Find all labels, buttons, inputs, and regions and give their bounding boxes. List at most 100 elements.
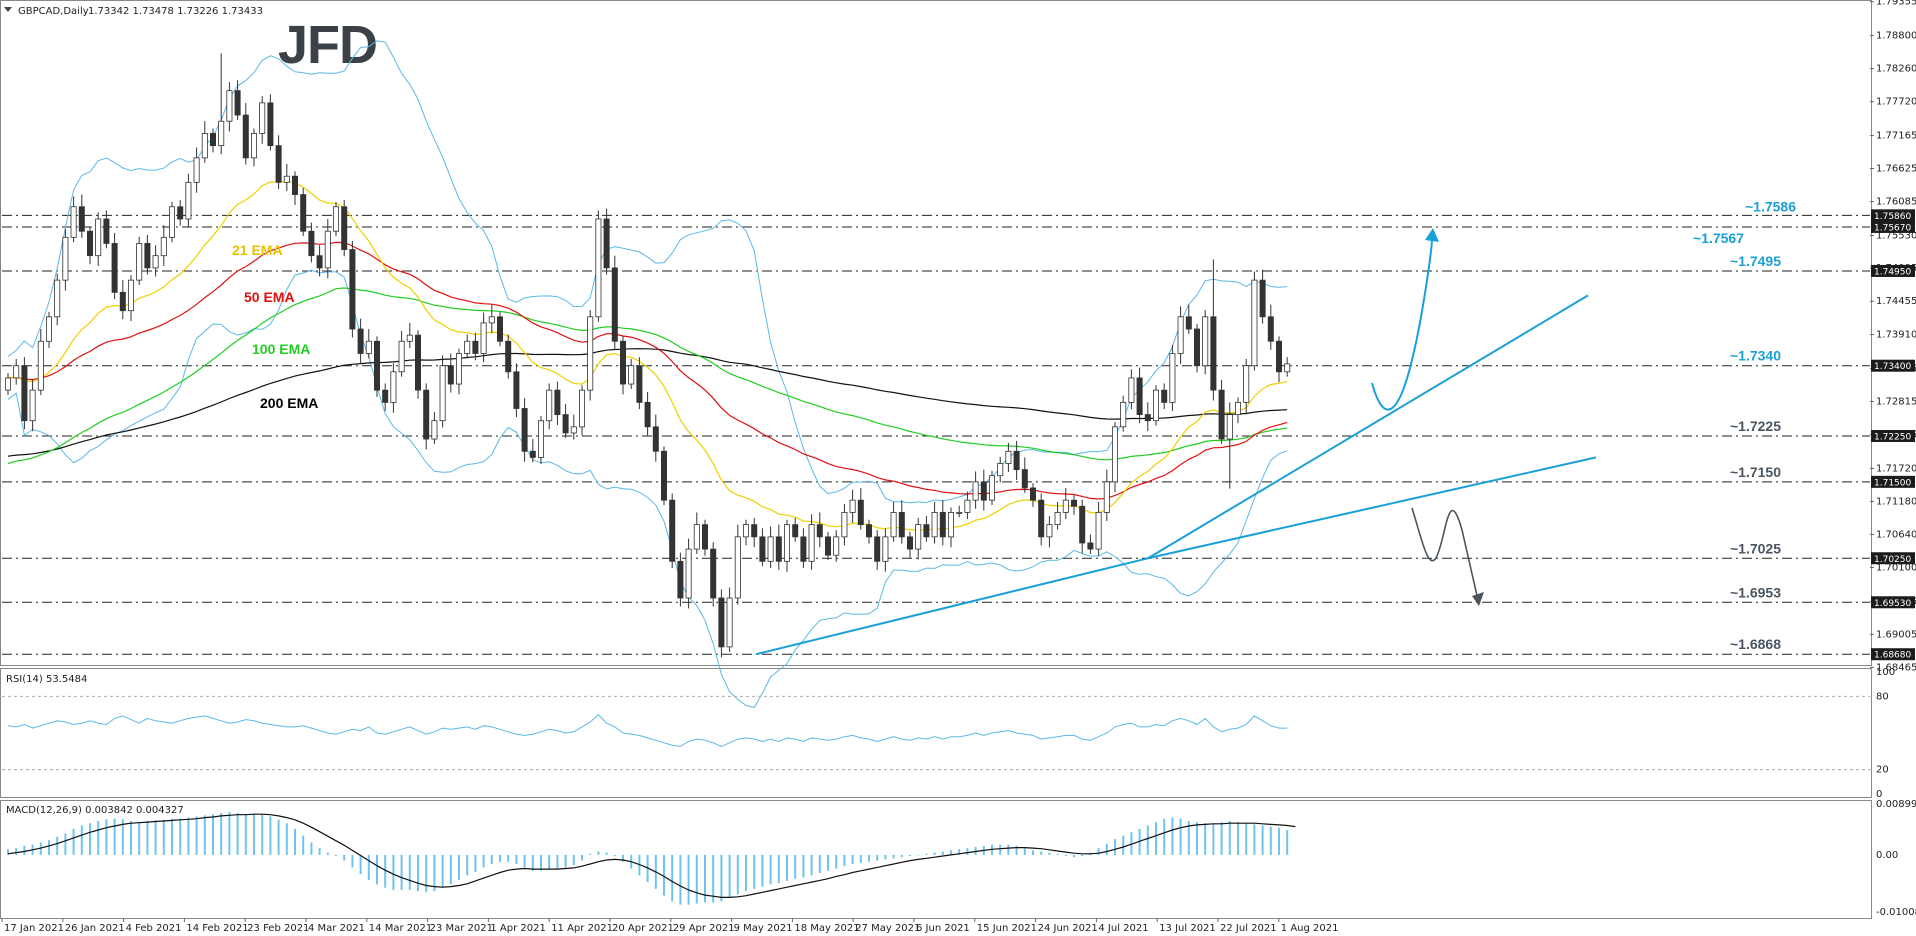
- candle-body: [464, 340, 471, 354]
- macd-hist-bar: [64, 833, 67, 855]
- candle-body: [62, 236, 69, 281]
- candle-body: [259, 102, 266, 134]
- macd-hist-bar: [195, 816, 198, 855]
- candle-body: [644, 401, 651, 428]
- macd-hist-bar: [1048, 852, 1051, 855]
- macd-hist-bar: [622, 854, 624, 862]
- candle-body: [1144, 414, 1151, 422]
- candle-body: [907, 536, 914, 550]
- macd-hist-bar: [802, 854, 805, 878]
- candle-body: [283, 175, 290, 183]
- macd-hist-bar: [950, 850, 952, 855]
- candle-body: [939, 512, 946, 538]
- level-price-box-label: 1.74950: [1874, 267, 1911, 277]
- level-label: ~1.6953: [1730, 584, 1781, 600]
- macd-hist-bar: [1253, 824, 1256, 855]
- x-tick-label: 23 Mar 2021: [430, 923, 493, 934]
- macd-hist-bar: [777, 854, 780, 884]
- macd-hist-bar: [786, 854, 788, 881]
- macd-hist-bar: [80, 825, 83, 855]
- x-tick-label: 14 Feb 2021: [186, 923, 248, 934]
- candle-body: [1210, 316, 1217, 391]
- candle-body: [242, 114, 249, 159]
- candle-body: [226, 90, 233, 122]
- macd-hist-bar: [892, 854, 895, 859]
- macd-hist-bar: [105, 819, 108, 855]
- candle-body: [849, 499, 856, 513]
- chart-title: GBPCAD,Daily: [18, 6, 89, 17]
- macd-hist-bar: [679, 854, 682, 905]
- macd-tick-label: 0.008996: [1876, 799, 1916, 810]
- collapse-icon[interactable]: [4, 7, 12, 12]
- macd-hist-bar: [220, 813, 223, 855]
- macd-hist-bar: [1007, 844, 1010, 855]
- x-tick-label: 18 May 2021: [794, 923, 859, 934]
- candle-body: [87, 230, 94, 257]
- macd-hist-bar: [449, 854, 452, 885]
- macd-hist-bar: [228, 811, 231, 855]
- candle-body: [119, 291, 126, 312]
- candle-body: [209, 133, 216, 147]
- macd-hist-bar: [425, 854, 428, 893]
- macd-hist-bar: [154, 820, 157, 855]
- candle-body: [390, 371, 397, 403]
- candle-body: [275, 145, 282, 183]
- macd-hist-bar: [663, 854, 665, 896]
- macd-hist-bar: [835, 854, 838, 869]
- candle-body: [726, 597, 733, 648]
- macd-hist-bar: [966, 848, 969, 855]
- candle-body: [341, 206, 348, 250]
- candle-body: [1013, 450, 1020, 471]
- candle-body: [1136, 377, 1143, 416]
- candle-body: [1202, 316, 1209, 367]
- trendline-lower-support: [755, 557, 1149, 656]
- candle-body: [168, 206, 175, 238]
- candle-body: [989, 475, 996, 501]
- level-label: ~1.6868: [1730, 636, 1781, 652]
- candle-body: [398, 340, 405, 373]
- macd-hist-bar: [999, 844, 1002, 855]
- candle-body: [382, 389, 389, 403]
- macd-hist-bar: [89, 823, 91, 855]
- macd-title: MACD(12,26,9) 0.003842 0.004327: [6, 805, 184, 816]
- macd-tick-label: -0.010087: [1876, 907, 1916, 918]
- y-tick-label: 1.71720: [1876, 463, 1916, 474]
- macd-hist-bar: [917, 854, 920, 856]
- candle-body: [759, 536, 766, 562]
- candle-body: [825, 536, 832, 556]
- candle-body: [1128, 377, 1135, 403]
- macd-hist-bar: [277, 819, 280, 855]
- macd-hist-bar: [753, 854, 756, 889]
- rsi-tick-label: 0: [1876, 789, 1882, 800]
- macd-hist-bar: [941, 851, 944, 855]
- level-price-box: [1871, 209, 1915, 222]
- macd-hist-bar: [261, 814, 264, 855]
- candle-body: [37, 340, 44, 391]
- macd-hist-bar: [900, 854, 903, 858]
- x-tick-label: 9 May 2021: [734, 923, 793, 934]
- candle-body: [1194, 328, 1201, 367]
- level-price-box: [1871, 359, 1915, 372]
- level-price-box: [1871, 648, 1915, 661]
- candle-body: [373, 340, 380, 391]
- macd-hist-bar: [1155, 822, 1157, 855]
- candle-body: [447, 365, 454, 385]
- macd-hist-bar: [441, 854, 444, 888]
- macd-hist-bar: [1204, 823, 1207, 855]
- macd-hist-bar: [597, 851, 600, 855]
- candle-body: [718, 597, 725, 648]
- macd-hist-bar: [121, 819, 124, 855]
- candle-body: [218, 120, 225, 147]
- macd-tick-label: 0.00: [1876, 850, 1898, 861]
- level-label: ~1.7495: [1730, 253, 1781, 269]
- candle-body: [1030, 487, 1037, 501]
- y-tick-label: 1.71180: [1876, 496, 1916, 507]
- candle-body: [1169, 353, 1176, 403]
- candle-body: [915, 524, 922, 550]
- macd-hist-bar: [1040, 851, 1043, 855]
- candle-body: [677, 560, 684, 599]
- macd-hist-bar: [1122, 835, 1125, 855]
- candle-body: [1251, 279, 1258, 367]
- candle-body: [300, 194, 307, 232]
- bullish-path-arrow: [1371, 237, 1433, 411]
